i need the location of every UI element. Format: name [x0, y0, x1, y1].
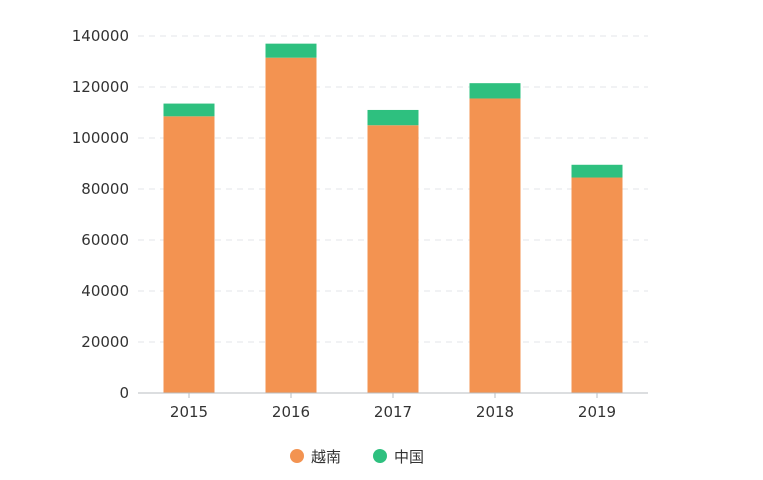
bar-2016-series-1: [265, 43, 317, 58]
y-tick-label: 20000: [81, 333, 129, 351]
y-tick-label: 80000: [81, 180, 129, 198]
bar-2015-series-1: [163, 103, 215, 117]
legend-label-1[interactable]: 中国: [394, 448, 424, 466]
bar-2019-series-0: [571, 177, 623, 393]
x-tick-label: 2018: [476, 403, 514, 421]
bar-2017-series-1: [367, 109, 419, 126]
y-tick-label: 140000: [72, 27, 129, 45]
x-tick-label: 2017: [374, 403, 412, 421]
y-tick-label: 40000: [81, 282, 129, 300]
bar-2015-series-0: [163, 116, 215, 393]
axes: 0 20000 40000 60000 80000 100000 120000 140000 2…: [72, 27, 648, 421]
bar-2018-series-0: [469, 98, 521, 393]
x-tick-label: 2016: [272, 403, 310, 421]
legend-marker-0[interactable]: [290, 449, 304, 463]
bars: [163, 43, 623, 394]
bar-2018-series-1: [469, 83, 521, 99]
bar-2019-series-1: [571, 164, 623, 178]
legend-marker-1[interactable]: [373, 449, 387, 463]
bar-2016-series-0: [265, 57, 317, 394]
bar-2017-series-0: [367, 125, 419, 393]
y-tick-label: 60000: [81, 231, 129, 249]
y-tick-label: 120000: [72, 78, 129, 96]
y-tick-label: 0: [119, 384, 129, 402]
legend-label-0[interactable]: 越南: [311, 448, 341, 466]
x-tick-label: 2019: [578, 403, 616, 421]
y-tick-label: 100000: [72, 129, 129, 147]
legend: 越南 中国: [290, 448, 424, 466]
x-tick-label: 2015: [170, 403, 208, 421]
